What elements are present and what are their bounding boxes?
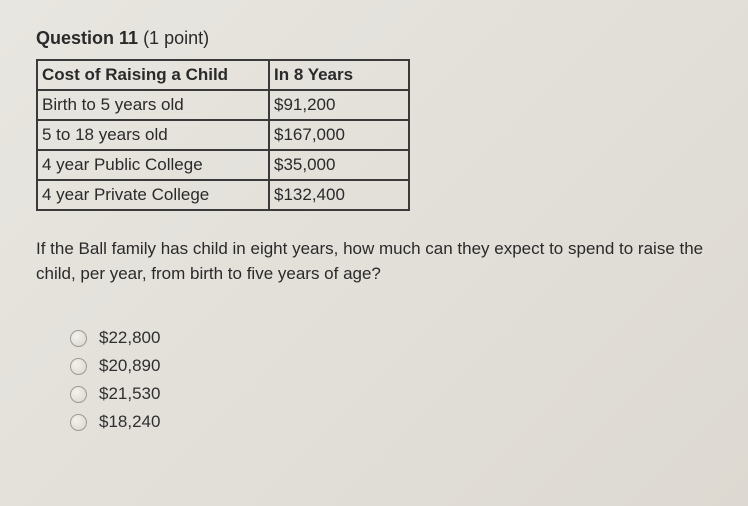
- table-row: 4 year Private College $132,400: [37, 180, 409, 210]
- choice-label: $20,890: [99, 356, 160, 376]
- table-header-cell: In 8 Years: [269, 60, 409, 90]
- table-cell: 5 to 18 years old: [37, 120, 269, 150]
- choice-option[interactable]: $18,240: [70, 412, 712, 432]
- table-cell: $132,400: [269, 180, 409, 210]
- choice-option[interactable]: $21,530: [70, 384, 712, 404]
- choice-option[interactable]: $22,800: [70, 328, 712, 348]
- table-cell: 4 year Public College: [37, 150, 269, 180]
- table-cell: Birth to 5 years old: [37, 90, 269, 120]
- question-points: (1 point): [143, 28, 209, 48]
- table-row: 4 year Public College $35,000: [37, 150, 409, 180]
- choice-label: $18,240: [99, 412, 160, 432]
- choice-option[interactable]: $20,890: [70, 356, 712, 376]
- answer-choices: $22,800 $20,890 $21,530 $18,240: [36, 328, 712, 432]
- question-header: Question 11 (1 point): [36, 28, 712, 49]
- table-header-cell: Cost of Raising a Child: [37, 60, 269, 90]
- table-cell: $167,000: [269, 120, 409, 150]
- radio-icon[interactable]: [70, 330, 87, 347]
- radio-icon[interactable]: [70, 358, 87, 375]
- table-cell: $35,000: [269, 150, 409, 180]
- question-number: Question 11: [36, 28, 138, 48]
- radio-icon[interactable]: [70, 386, 87, 403]
- table-row: Birth to 5 years old $91,200: [37, 90, 409, 120]
- table-cell: 4 year Private College: [37, 180, 269, 210]
- table-cell: $91,200: [269, 90, 409, 120]
- table-row: 5 to 18 years old $167,000: [37, 120, 409, 150]
- cost-table: Cost of Raising a Child In 8 Years Birth…: [36, 59, 410, 211]
- choice-label: $22,800: [99, 328, 160, 348]
- table-row: Cost of Raising a Child In 8 Years: [37, 60, 409, 90]
- choice-label: $21,530: [99, 384, 160, 404]
- radio-icon[interactable]: [70, 414, 87, 431]
- question-text: If the Ball family has child in eight ye…: [36, 237, 712, 286]
